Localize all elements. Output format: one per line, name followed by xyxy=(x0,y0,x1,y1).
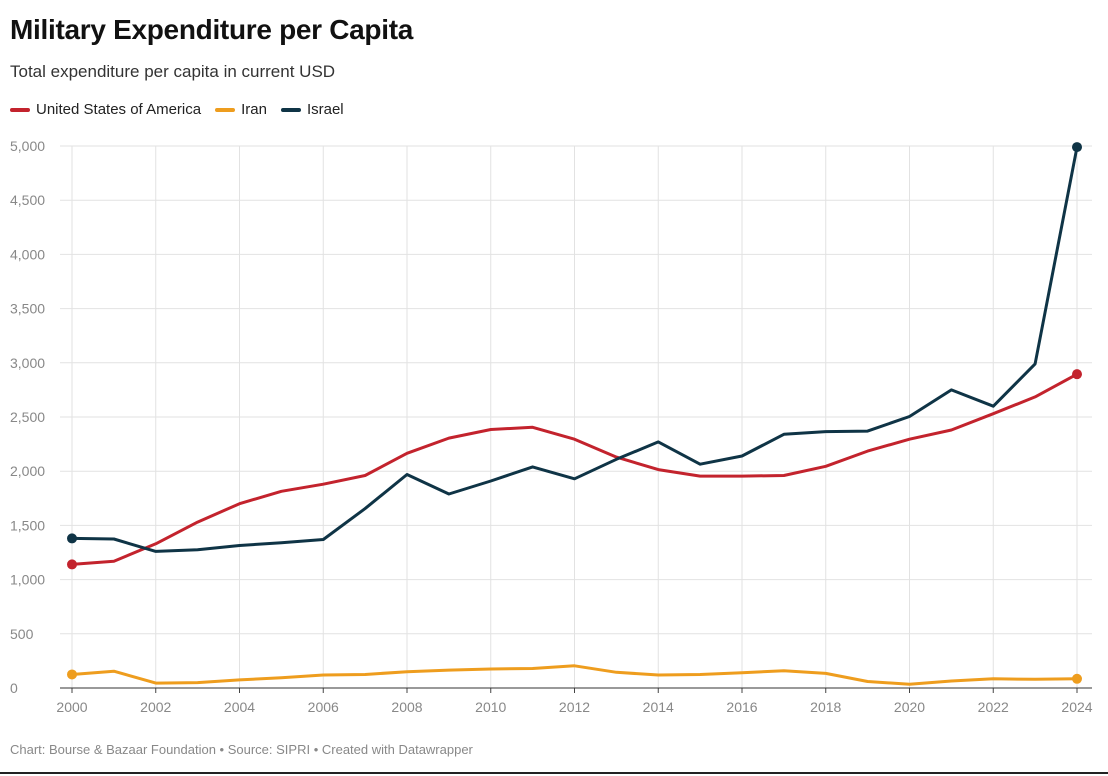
legend-item-israel: Israel xyxy=(280,101,344,118)
series-line-iran xyxy=(70,664,1079,686)
x-tick-label: 2012 xyxy=(559,699,590,715)
series-point-iran xyxy=(67,669,77,680)
legend-label-usa: United States of America xyxy=(36,101,202,118)
x-tick-label: 2008 xyxy=(391,699,422,715)
chart-title: Military Expenditure per Capita xyxy=(10,14,414,45)
y-tick-label: 2,500 xyxy=(10,409,45,425)
chart-subtitle: Total expenditure per capita in current … xyxy=(10,62,336,81)
y-tick-label: 4,500 xyxy=(10,192,45,208)
series xyxy=(67,142,1082,686)
x-tick-label: 2018 xyxy=(810,699,841,715)
y-tick-label: 0 xyxy=(10,680,18,696)
y-tick-label: 500 xyxy=(10,626,34,642)
x-tick-label: 2010 xyxy=(475,699,506,715)
series-point-iran xyxy=(1072,673,1082,684)
legend-swatch-israel xyxy=(280,107,301,112)
x-tick-label: 2014 xyxy=(643,699,674,715)
y-tick-label: 3,000 xyxy=(10,355,45,371)
series-point-usa xyxy=(1072,369,1082,380)
x-tick-label: 2016 xyxy=(726,699,757,715)
y-tick-label: 4,000 xyxy=(10,246,45,262)
y-tick-label: 1,000 xyxy=(10,572,45,588)
legend-item-usa: United States of America xyxy=(10,101,201,118)
x-tick-label: 2022 xyxy=(978,699,1009,715)
x-tick-label: 2006 xyxy=(308,699,339,715)
legend-label-iran: Iran xyxy=(241,101,267,118)
x-axis-ticks: 2000 2002 2004 2006 2008 2010 2012 2014 2016 2018… xyxy=(56,688,1093,715)
x-tick-label: 2002 xyxy=(140,699,171,715)
legend-label-israel: Israel xyxy=(306,101,344,118)
x-tick-label: 2020 xyxy=(894,699,925,715)
y-tick-label: 5,000 xyxy=(10,138,45,154)
series-line-israel xyxy=(70,145,1079,553)
series-point-usa xyxy=(67,559,77,570)
legend-swatch-usa xyxy=(10,107,30,112)
x-tick-label: 2024 xyxy=(1061,699,1092,715)
series-line-usa xyxy=(70,372,1079,566)
y-tick-label: 2,000 xyxy=(10,463,45,479)
chart-footer: Chart: Bourse & Bazaar Foundation • Sour… xyxy=(10,742,473,757)
line-chart: 0 500 1,000 1,500 2,000 2,500 3,000 3,500 4,000 4… xyxy=(10,138,1093,715)
y-tick-label: 1,500 xyxy=(10,517,45,533)
bottom-rule xyxy=(0,772,1108,774)
series-point-israel xyxy=(1072,142,1082,153)
legend-item-iran: Iran xyxy=(215,101,267,118)
x-tick-label: 2004 xyxy=(224,699,255,715)
x-tick-label: 2000 xyxy=(56,699,87,715)
grid xyxy=(60,145,1092,688)
series-point-israel xyxy=(67,533,77,544)
y-tick-label: 3,500 xyxy=(10,301,45,317)
legend: United States of America Iran Israel xyxy=(10,101,358,118)
legend-swatch-iran xyxy=(215,107,236,112)
y-axis-ticks: 0 500 1,000 1,500 2,000 2,500 3,000 3,500 4,000 4… xyxy=(10,138,45,696)
